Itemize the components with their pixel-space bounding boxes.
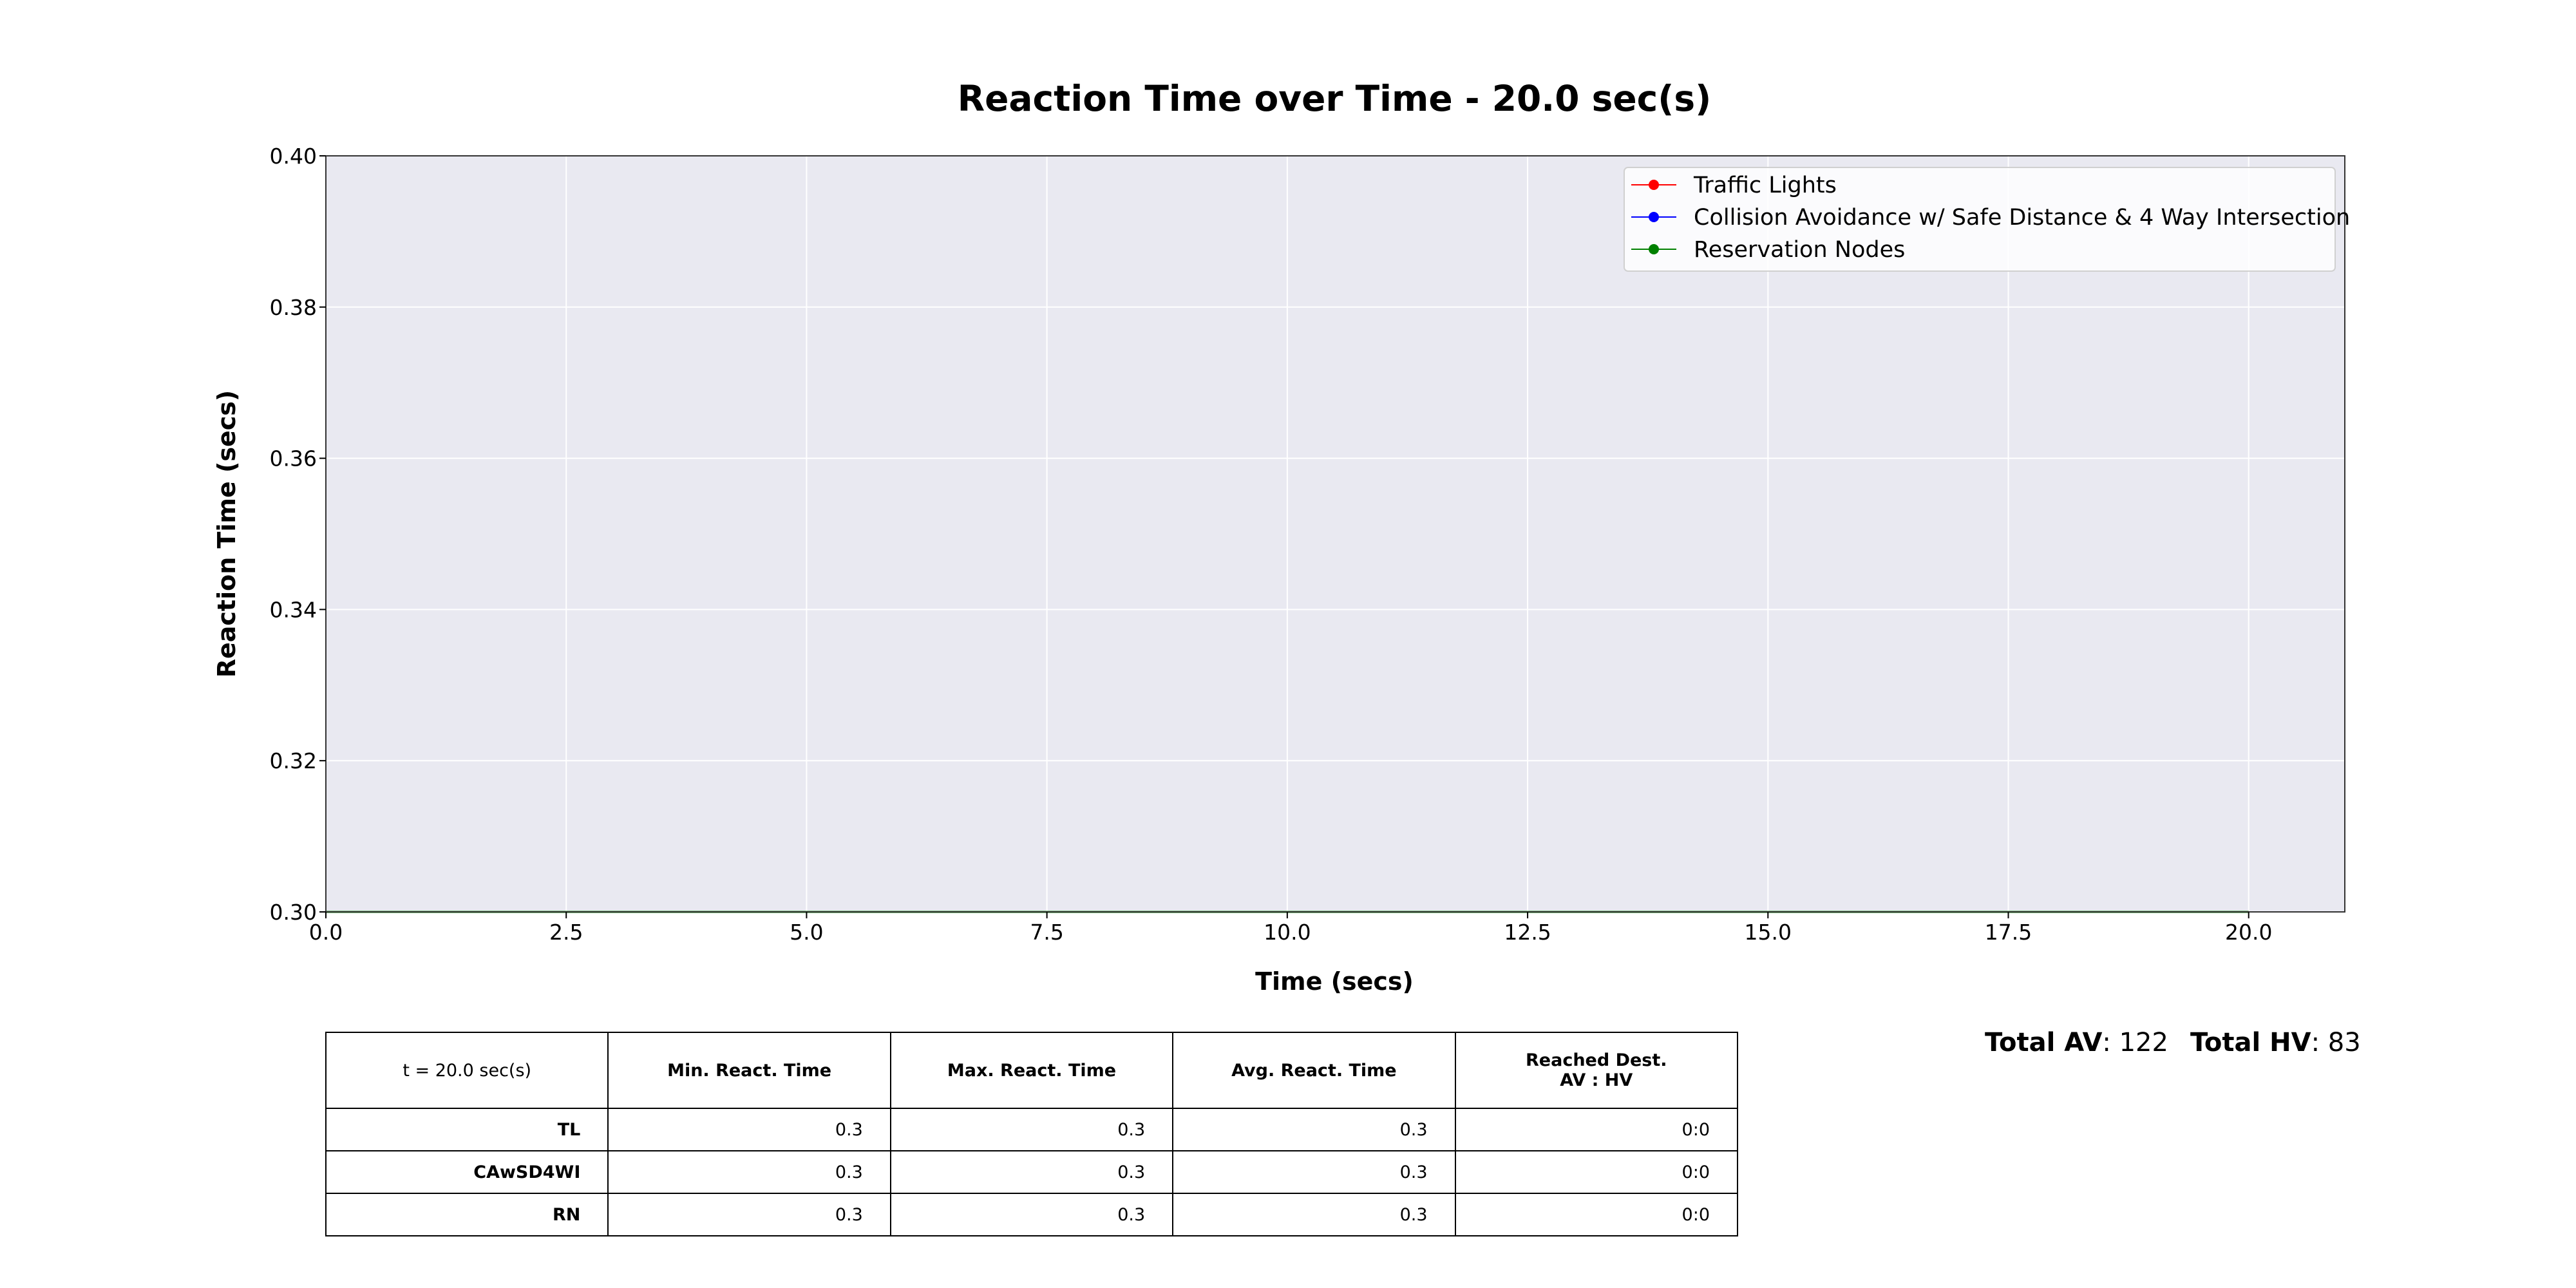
x-tick-label: 0.0 — [309, 920, 343, 945]
table-cell: 0.3 — [607, 1108, 891, 1151]
header-reached-dest: Reached Dest. AV : HV — [1454, 1032, 1739, 1109]
legend: Traffic Lights Collision Avoidance w/ Saf… — [1624, 167, 2350, 272]
table-cell: 0.3 — [1172, 1193, 1456, 1236]
legend-marker-0 — [1649, 180, 1659, 190]
total-av-label: Total AV — [1985, 1028, 2103, 1057]
x-tick-label: 5.0 — [790, 920, 823, 945]
legend-label-1: Collision Avoidance w/ Safe Distance & 4… — [1694, 205, 2350, 231]
y-tick-label: 0.34 — [270, 597, 317, 622]
x-tick-label: 20.0 — [2225, 920, 2272, 945]
legend-label-2: Reservation Nodes — [1694, 237, 1905, 263]
legend-box — [1624, 167, 2336, 272]
x-tick-label: 7.5 — [1030, 920, 1063, 945]
legend-marker-1 — [1649, 212, 1659, 222]
total-hv-label: Total HV — [2190, 1028, 2311, 1057]
table-row: TL 0.3 0.3 0.3 0:0 — [325, 1108, 1739, 1151]
x-tick-label: 10.0 — [1264, 920, 1311, 945]
header-min-react-time: Min. React. Time — [607, 1032, 891, 1109]
y-tick-label: 0.32 — [270, 748, 317, 773]
header-max-react-time: Max. React. Time — [889, 1032, 1174, 1109]
stats-table: t = 20.0 sec(s) Min. React. Time Max. Re… — [325, 1032, 1739, 1236]
y-tick-label: 0.38 — [270, 295, 317, 320]
legend-marker-2 — [1649, 244, 1659, 254]
table-cell: 0.3 — [1172, 1108, 1456, 1151]
table-cell: 0:0 — [1454, 1193, 1739, 1236]
plot-frame — [325, 155, 2345, 913]
table-cell: 0.3 — [607, 1193, 891, 1236]
y-tick-label: 0.40 — [270, 144, 317, 169]
legend-label-0: Traffic Lights — [1693, 173, 1837, 198]
total-hv-value: : 83 — [2311, 1028, 2361, 1057]
y-ticks: 0.30 0.32 0.34 0.36 0.38 0.40 — [270, 144, 326, 925]
x-tick-label: 15.0 — [1745, 920, 1792, 945]
y-tick-label: 0.36 — [270, 446, 317, 471]
header-reached-dest-title: Reached Dest. — [1526, 1050, 1667, 1070]
table-cell: 0.3 — [889, 1150, 1174, 1194]
table-cell: 0.3 — [607, 1150, 891, 1194]
x-ticks: 0.0 2.5 5.0 7.5 10.0 12.5 15.0 17.5 20.0 — [309, 912, 2272, 945]
table-cell: 0:0 — [1454, 1150, 1739, 1194]
row-label-rn: RN — [325, 1193, 609, 1236]
header-avg-react-time: Avg. React. Time — [1172, 1032, 1456, 1109]
table-cell: 0:0 — [1454, 1108, 1739, 1151]
x-tick-label: 12.5 — [1504, 920, 1551, 945]
row-label-tl: TL — [325, 1108, 609, 1151]
x-axis-label: Time (secs) — [1255, 967, 1414, 996]
y-tick-label: 0.30 — [270, 900, 317, 925]
table-cell: 0.3 — [889, 1108, 1174, 1151]
x-tick-label: 17.5 — [1985, 920, 2032, 945]
x-tick-label: 2.5 — [549, 920, 583, 945]
header-reached-dest-sub: AV : HV — [1560, 1070, 1633, 1090]
table-cell: 0.3 — [889, 1193, 1174, 1236]
totals-summary: Total AV: 122 Total HV: 83 — [1985, 1028, 2361, 1057]
table-row: CAwSD4WI 0.3 0.3 0.3 0:0 — [325, 1150, 1739, 1194]
table-header-row: t = 20.0 sec(s) Min. React. Time Max. Re… — [325, 1032, 1739, 1109]
table-cell: 0.3 — [1172, 1150, 1456, 1194]
table-row: RN 0.3 0.3 0.3 0:0 — [325, 1193, 1739, 1236]
y-axis-label: Reaction Time (secs) — [213, 390, 241, 678]
total-av-value: : 122 — [2102, 1028, 2168, 1057]
row-label-cawsd4wi: CAwSD4WI — [325, 1150, 609, 1194]
chart-title: Reaction Time over Time - 20.0 sec(s) — [958, 78, 1712, 119]
table-corner-cell: t = 20.0 sec(s) — [325, 1032, 609, 1109]
